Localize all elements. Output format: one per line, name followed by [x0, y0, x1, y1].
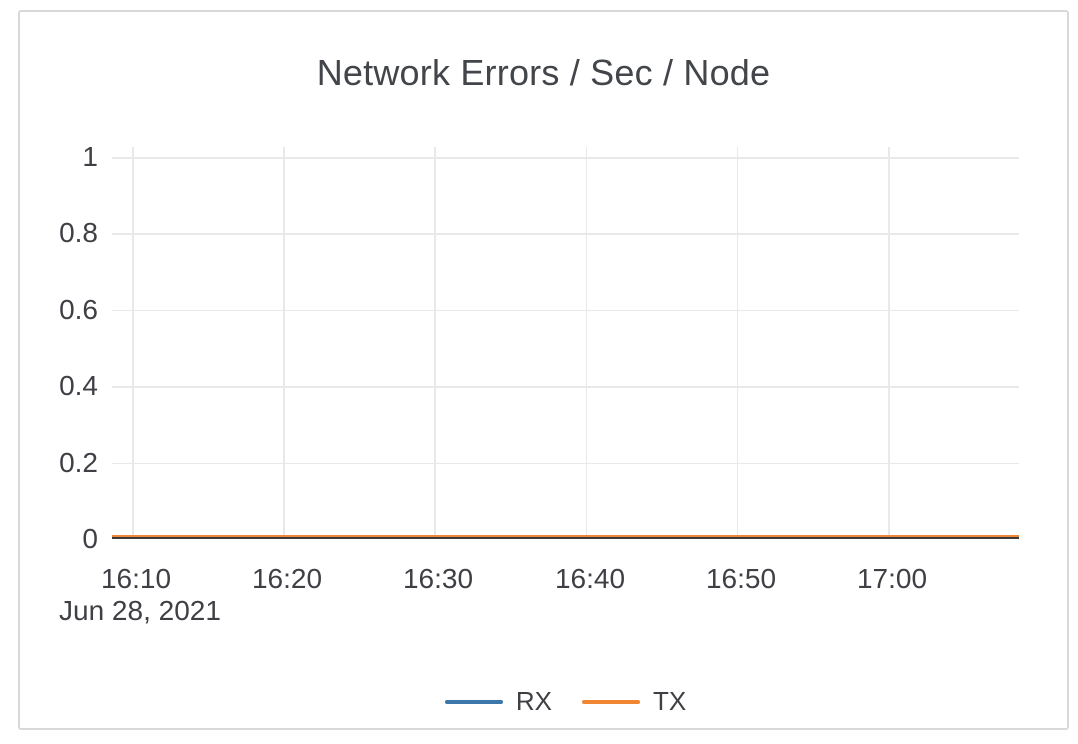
gridline-v-1630 [434, 147, 436, 539]
x-tick-label-1620: 16:20 [251, 563, 323, 594]
rx-line-swatch-icon [444, 699, 503, 704]
legend-label-rx: RX [515, 686, 552, 716]
gridline-h-0-2 [112, 462, 1019, 465]
x-tick-label-1650: 16:50 [705, 563, 777, 594]
gridline-h-0-6 [112, 309, 1019, 312]
gridline-v-1650 [736, 147, 739, 539]
x-tick-label-1610: 16:10 [100, 563, 172, 594]
gridline-v-1640 [585, 147, 588, 539]
x-axis-date-label: Jun 28, 2021 [59, 595, 221, 626]
x-axis-line [112, 537, 1019, 539]
x-tick-label-1640: 16:40 [554, 563, 626, 594]
y-tick-label-0-2: 0.2 [59, 447, 98, 478]
plot-area[interactable] [112, 147, 1019, 539]
legend: RX TX [112, 686, 1019, 717]
gridline-h-0-4 [112, 386, 1019, 388]
y-tick-label-0-4: 0.4 [59, 370, 98, 401]
x-tick-label-1630: 16:30 [402, 563, 474, 594]
chart-card: Network Errors / Sec / Node 1 0.8 0.6 0.… [18, 10, 1069, 730]
legend-label-tx: TX [652, 686, 687, 716]
tx-line [112, 534, 1019, 537]
y-tick-label-0-8: 0.8 [59, 217, 98, 248]
gridline-v-1620 [283, 147, 285, 539]
legend-item-tx[interactable]: TX [581, 686, 687, 717]
y-tick-label-0-6: 0.6 [59, 294, 98, 325]
y-tick-label-0: 0 [82, 523, 98, 554]
tx-line-swatch-icon [581, 699, 640, 704]
gridline-h-0-8 [112, 233, 1019, 235]
gridline-h-1 [112, 157, 1019, 159]
legend-item-rx[interactable]: RX [444, 686, 552, 717]
y-tick-label-1: 1 [82, 141, 98, 172]
chart-title: Network Errors / Sec / Node [316, 52, 771, 93]
gridline-v-1610 [132, 147, 134, 539]
x-tick-label-1700: 17:00 [856, 563, 928, 594]
gridline-v-1700 [888, 147, 890, 539]
